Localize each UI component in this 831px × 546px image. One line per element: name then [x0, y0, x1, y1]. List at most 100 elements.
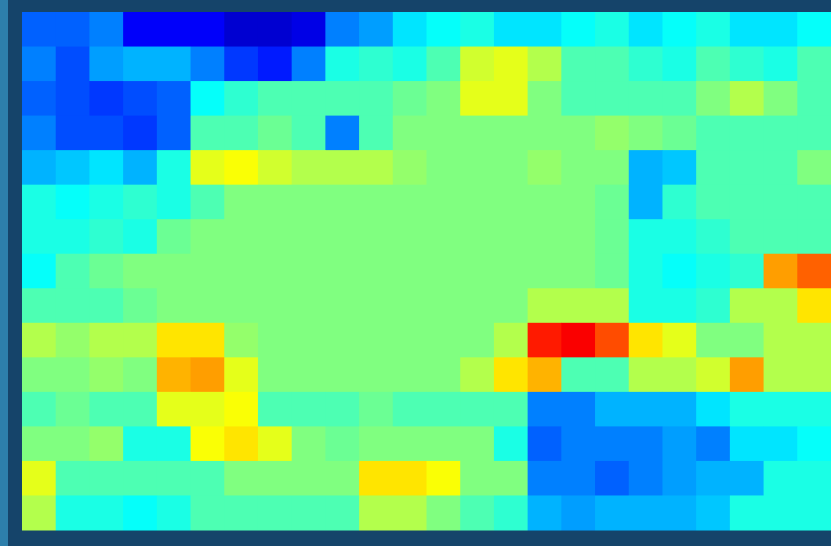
heatmap-cell — [427, 116, 461, 151]
heatmap-cell — [325, 357, 359, 392]
heatmap-cell — [460, 426, 494, 461]
heatmap-cell — [258, 12, 292, 47]
heatmap-cell — [595, 81, 629, 116]
heatmap-cell — [427, 150, 461, 185]
heatmap-cell — [764, 254, 798, 289]
heatmap-cell — [157, 116, 191, 151]
heatmap-cell — [292, 47, 326, 82]
heatmap-cell — [359, 495, 393, 530]
heatmap-cell — [56, 150, 90, 185]
heatmap-cell — [191, 116, 225, 151]
heatmap-cell — [528, 461, 562, 496]
heatmap-cell — [22, 495, 56, 530]
heatmap-cell — [730, 185, 764, 220]
heatmap-cell — [157, 254, 191, 289]
heatmap-cell — [494, 116, 528, 151]
heatmap-cell — [696, 392, 730, 427]
heatmap-cell — [157, 392, 191, 427]
heatmap-cell — [561, 254, 595, 289]
heatmap-cell — [494, 81, 528, 116]
heatmap-cell — [123, 461, 157, 496]
heatmap-cell — [123, 219, 157, 254]
heatmap-cell — [797, 392, 831, 427]
heatmap-cell — [224, 219, 258, 254]
heatmap-cell — [325, 81, 359, 116]
heatmap-cell — [730, 47, 764, 82]
heatmap-cell — [157, 426, 191, 461]
heatmap-cell — [157, 219, 191, 254]
heatmap-cell — [359, 81, 393, 116]
heatmap-cell — [595, 288, 629, 323]
heatmap-cell — [561, 495, 595, 530]
heatmap-cell — [157, 288, 191, 323]
heatmap-cell — [89, 288, 123, 323]
heatmap-cell — [123, 323, 157, 358]
page: {"chart_data": {"type": "heatmap", "colo… — [0, 0, 831, 546]
heatmap-cell — [292, 185, 326, 220]
heatmap-cell — [561, 357, 595, 392]
heatmap-cell — [797, 254, 831, 289]
heatmap-cell — [629, 81, 663, 116]
heatmap-cell — [696, 150, 730, 185]
heatmap-cell — [224, 357, 258, 392]
heatmap-cell — [561, 185, 595, 220]
heatmap-cell — [123, 12, 157, 47]
heatmap-cell — [797, 47, 831, 82]
heatmap-cell — [56, 47, 90, 82]
heatmap-cell — [764, 392, 798, 427]
heatmap-cell — [629, 47, 663, 82]
heatmap-cell — [123, 185, 157, 220]
heatmap-cell — [89, 185, 123, 220]
heatmap-cell — [730, 219, 764, 254]
heatmap-cell — [460, 219, 494, 254]
heatmap-cell — [730, 392, 764, 427]
heatmap-cell — [359, 357, 393, 392]
heatmap-cell — [393, 81, 427, 116]
heatmap-grid — [22, 12, 831, 531]
heatmap-cell — [764, 357, 798, 392]
heatmap-cell — [359, 323, 393, 358]
heatmap-cell — [157, 323, 191, 358]
heatmap-cell — [89, 47, 123, 82]
heatmap-cell — [393, 288, 427, 323]
heatmap-cell — [224, 323, 258, 358]
heatmap-cell — [528, 116, 562, 151]
heatmap-cell — [595, 116, 629, 151]
heatmap-cell — [224, 81, 258, 116]
heatmap-cell — [224, 116, 258, 151]
heatmap-cell — [629, 323, 663, 358]
heatmap-cell — [696, 254, 730, 289]
heatmap-cell — [764, 323, 798, 358]
heatmap-cell — [292, 323, 326, 358]
heatmap-cell — [22, 288, 56, 323]
heatmap-cell — [89, 12, 123, 47]
heatmap-cell — [56, 392, 90, 427]
heatmap-cell — [528, 323, 562, 358]
heatmap-cell — [325, 461, 359, 496]
heatmap-cell — [797, 81, 831, 116]
heatmap-cell — [561, 12, 595, 47]
heatmap-cell — [629, 461, 663, 496]
heatmap-cell — [797, 323, 831, 358]
heatmap-cell — [764, 116, 798, 151]
heatmap-cell — [56, 461, 90, 496]
heatmap-cell — [89, 323, 123, 358]
heatmap-cell — [764, 219, 798, 254]
heatmap-cell — [325, 254, 359, 289]
heatmap-cell — [393, 495, 427, 530]
heatmap-cell — [696, 116, 730, 151]
heatmap-cell — [764, 461, 798, 496]
heatmap-cell — [56, 116, 90, 151]
heatmap-cell — [494, 185, 528, 220]
heatmap-cell — [764, 426, 798, 461]
heatmap-cell — [427, 426, 461, 461]
heatmap-cell — [89, 495, 123, 530]
heatmap-cell — [157, 150, 191, 185]
heatmap-cell — [359, 12, 393, 47]
heatmap-cell — [325, 150, 359, 185]
heatmap-cell — [764, 47, 798, 82]
heatmap-cell — [629, 116, 663, 151]
heatmap-cell — [22, 150, 56, 185]
heatmap-cell — [494, 323, 528, 358]
heatmap-cell — [22, 254, 56, 289]
